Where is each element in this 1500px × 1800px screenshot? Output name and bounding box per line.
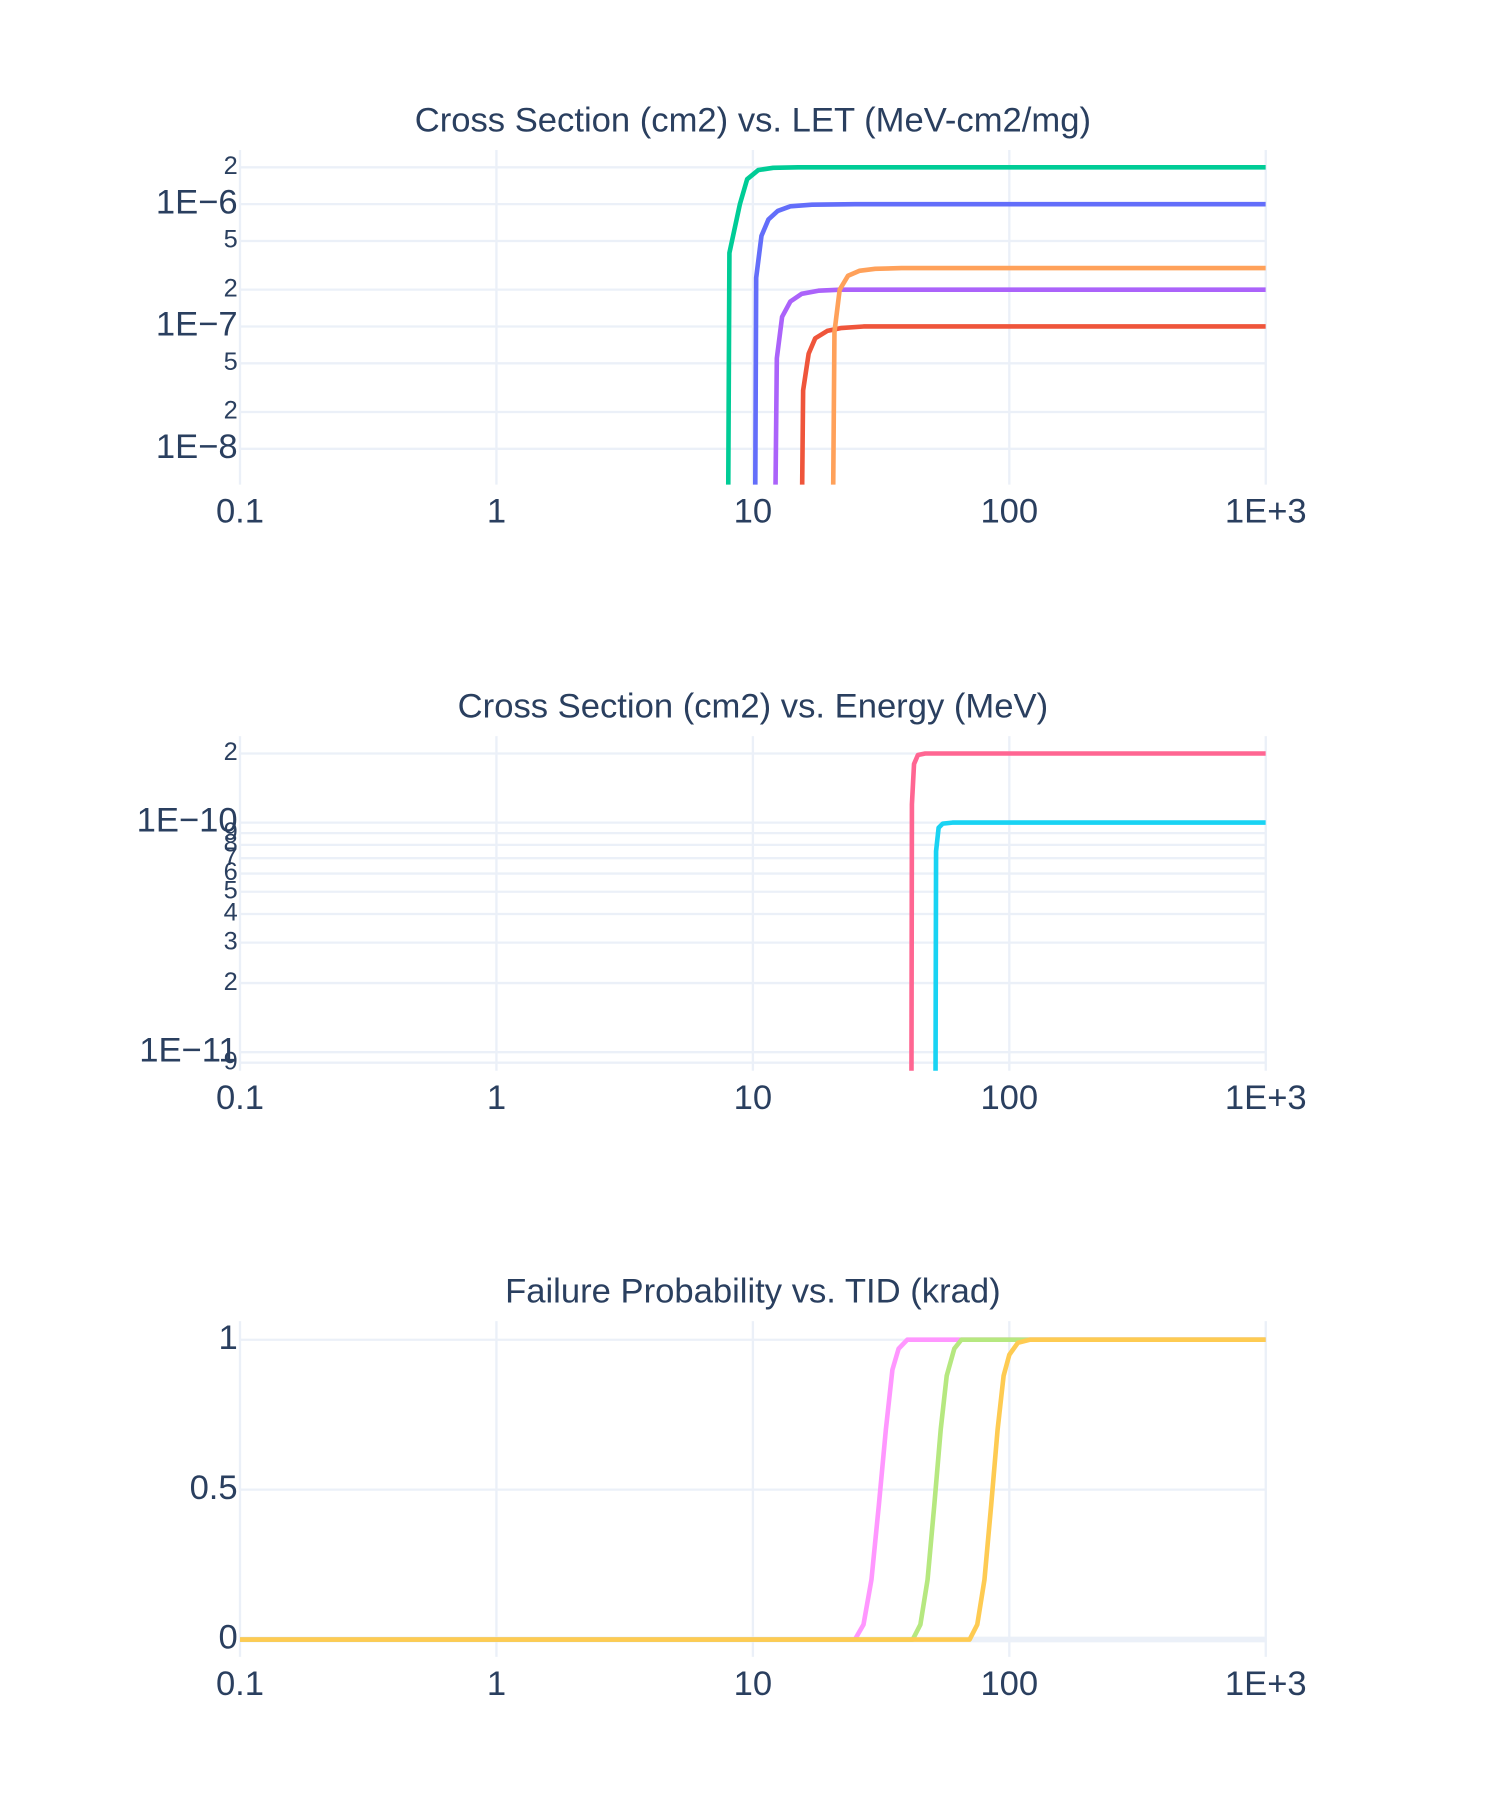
series-line	[909, 751, 1266, 1071]
x-tick-label: 1E+3	[1225, 493, 1307, 531]
x-tick-label: 1	[487, 1665, 506, 1703]
series-line	[773, 287, 1266, 485]
x-tick-label: 10	[734, 493, 773, 531]
x-tick-label: 10	[734, 1079, 773, 1117]
series-line	[752, 201, 1266, 485]
y-tick-label: 6	[224, 858, 238, 886]
y-tick-label: 1E−10	[137, 802, 238, 840]
x-tick-label: 0.1	[216, 1665, 264, 1703]
y-tick-label: 4	[224, 899, 238, 927]
series-line	[239, 1337, 1266, 1642]
x-tick-label: 100	[980, 493, 1038, 531]
x-tick-label: 10	[734, 1665, 773, 1703]
subplot: Failure Probability vs. TID (krad)0.1 1 10…	[190, 1273, 1307, 1703]
y-tick-label: 1E−11	[139, 1031, 237, 1069]
x-tick-label: 100	[980, 1079, 1038, 1117]
series-line	[830, 265, 1266, 485]
y-tick-label: 1	[218, 1319, 237, 1357]
series-line	[799, 324, 1266, 485]
y-tick-label: 2	[224, 152, 238, 180]
y-tick-label: 2	[224, 397, 238, 425]
chart-title: Cross Section (cm2) vs. Energy (MeV)	[458, 688, 1048, 726]
y-tick-label: 7	[224, 843, 238, 871]
y-tick-label: 0.5	[190, 1469, 238, 1507]
y-tick-label: 5	[224, 226, 238, 254]
y-tick-label: 1E−7	[156, 306, 238, 344]
x-tick-label: 1	[487, 1079, 506, 1117]
chart-title: Cross Section (cm2) vs. LET (MeV-cm2/mg)	[415, 101, 1091, 139]
subplot: Cross Section (cm2) vs. Energy (MeV) 0.1 1…	[137, 688, 1307, 1117]
y-tick-label: 9	[224, 818, 238, 846]
x-tick-label: 0.1	[216, 493, 264, 531]
y-tick-label: 9	[224, 1047, 238, 1075]
traces	[725, 164, 1266, 485]
y-tick-label: 1E−6	[156, 183, 238, 221]
y-tick-label: 2	[224, 968, 238, 996]
traces	[909, 751, 1266, 1071]
y-tick-label: 2	[224, 274, 238, 302]
y-tick-label: 1E−8	[156, 428, 238, 466]
series-line	[933, 820, 1266, 1071]
x-tick-label: 1	[487, 493, 506, 531]
y-tick-label: 3	[224, 927, 238, 955]
chart-title: Failure Probability vs. TID (krad)	[505, 1273, 1001, 1311]
x-tick-label: 1E+3	[1225, 1079, 1307, 1117]
y-tick-label: 0	[218, 1619, 237, 1657]
traces	[239, 1337, 1266, 1642]
x-tick-label: 0.1	[216, 1079, 264, 1117]
y-tick-label: 8	[224, 830, 238, 858]
x-tick-label: 100	[980, 1665, 1038, 1703]
series-line	[725, 164, 1266, 485]
x-tick-label: 1E+3	[1225, 1665, 1307, 1703]
y-tick-label: 5	[224, 348, 238, 376]
y-tick-label: 2	[224, 738, 238, 766]
y-tick-label: 5	[224, 876, 238, 904]
subplot: Cross Section (cm2) vs. LET (MeV-cm2/mg)…	[156, 101, 1307, 531]
